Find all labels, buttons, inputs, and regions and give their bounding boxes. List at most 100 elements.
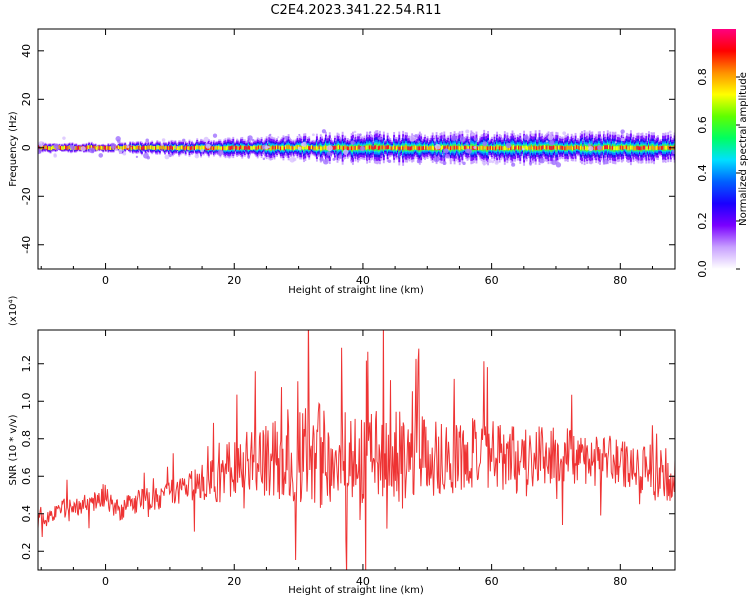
spectrogram-y-axis: -40 -20 0 20 40 bbox=[20, 44, 675, 254]
spectrogram-cell bbox=[103, 145, 106, 150]
spectrogram-cell bbox=[333, 145, 336, 150]
spectrogram-cell bbox=[499, 145, 502, 150]
spectrogram-cell bbox=[620, 145, 623, 150]
spectrogram-cell bbox=[97, 145, 100, 150]
spectrogram-cell bbox=[216, 146, 219, 150]
spectrogram-cell bbox=[650, 145, 653, 150]
spectrogram-cell bbox=[143, 145, 146, 150]
spectrogram-cell bbox=[166, 145, 169, 150]
spectrogram-cell bbox=[636, 145, 639, 150]
spectrogram-cell bbox=[180, 145, 183, 150]
spectrogram-speck bbox=[161, 138, 166, 142]
spectrogram-cell bbox=[422, 146, 425, 150]
spectrogram-cell bbox=[371, 145, 374, 150]
spectrogram bbox=[38, 129, 675, 168]
spectrogram-cell bbox=[539, 145, 542, 150]
spectrogram-cell bbox=[442, 145, 444, 150]
spectrogram-cell bbox=[255, 146, 258, 151]
spectrogram-cell bbox=[565, 146, 568, 150]
spectrogram-cell bbox=[196, 145, 199, 150]
spectrogram-cell bbox=[664, 145, 667, 150]
spectrogram-cell bbox=[452, 145, 455, 150]
spectrogram-cell bbox=[493, 145, 496, 150]
spectrogram-cell bbox=[165, 145, 168, 150]
spectrogram-cell bbox=[563, 146, 565, 150]
spectrogram-cell bbox=[425, 146, 428, 151]
spectrogram-cell bbox=[492, 146, 495, 151]
spectrogram-cell bbox=[99, 145, 102, 150]
spectrogram-speck bbox=[182, 138, 186, 142]
spectrogram-cell bbox=[366, 145, 369, 150]
spectrogram-cell bbox=[647, 145, 650, 150]
spectrogram-cell bbox=[309, 146, 312, 151]
spectrogram-cell bbox=[350, 146, 353, 151]
spectrogram-cell bbox=[184, 146, 187, 151]
spectrogram-cell bbox=[641, 145, 644, 150]
spectrogram-cell bbox=[107, 146, 110, 150]
spectrogram-cell bbox=[349, 145, 352, 150]
spectrogram-cell bbox=[236, 145, 239, 150]
spectrogram-cell bbox=[214, 146, 217, 151]
spectrogram-cell bbox=[52, 145, 55, 150]
spectrogram-cell bbox=[525, 145, 528, 150]
spectrogram-cell bbox=[633, 146, 636, 151]
spectrogram-cell bbox=[245, 145, 248, 150]
spectrogram-cell bbox=[505, 146, 508, 151]
spectrogram-speck bbox=[38, 148, 42, 155]
spectrogram-cell bbox=[40, 146, 43, 151]
y-tick-label: 1.2 bbox=[20, 355, 33, 373]
spectrogram-speck bbox=[522, 147, 525, 151]
spectrogram-cell bbox=[368, 145, 371, 150]
spectrogram-cell bbox=[377, 146, 380, 151]
spectrogram-cell bbox=[569, 145, 572, 150]
spectrogram-cell bbox=[601, 146, 604, 151]
spectrogram-cell bbox=[629, 145, 632, 150]
spectrogram-cell bbox=[58, 145, 61, 150]
spectrogram-cell bbox=[223, 146, 226, 151]
spectrogram-cell bbox=[417, 146, 420, 151]
spectrogram-cell bbox=[101, 145, 103, 150]
spectrogram-cell bbox=[623, 145, 626, 150]
spectrogram-speck bbox=[416, 159, 421, 164]
spectrogram-speck bbox=[135, 155, 139, 158]
spectrogram-cell bbox=[233, 146, 236, 151]
spectrogram-speck bbox=[277, 136, 280, 139]
spectrogram-cell bbox=[246, 146, 249, 151]
spectrogram-cell bbox=[610, 146, 613, 151]
spectrogram-cell bbox=[403, 146, 406, 150]
spectrogram-speck bbox=[175, 146, 178, 149]
spectrogram-frame bbox=[37, 28, 676, 270]
spectrogram-cell bbox=[536, 146, 538, 151]
spectrogram-cell bbox=[104, 146, 107, 151]
spectrogram-cell bbox=[384, 145, 387, 150]
spectrogram-cell bbox=[124, 145, 127, 150]
y-tick-label: 40 bbox=[20, 44, 33, 58]
spectrogram-cell bbox=[420, 146, 423, 151]
spectrogram-speck bbox=[55, 146, 59, 151]
spectrogram-cell bbox=[337, 145, 340, 150]
spectrogram-cell bbox=[570, 145, 573, 150]
spectrogram-cell bbox=[502, 146, 505, 151]
spectrogram-cell bbox=[121, 146, 124, 151]
spectrogram-cell bbox=[521, 145, 524, 150]
x-tick-label: 40 bbox=[356, 575, 370, 588]
spectrogram-speck bbox=[38, 141, 44, 147]
spectrogram-cell bbox=[98, 145, 101, 150]
spectrogram-cell bbox=[631, 145, 634, 150]
spectrogram-cell bbox=[439, 146, 442, 151]
spectrogram-cell bbox=[339, 145, 342, 150]
spectrogram-cell bbox=[119, 146, 121, 151]
spectrogram-cell bbox=[224, 146, 227, 151]
spectrogram-cell bbox=[376, 145, 379, 150]
spectrogram-cell bbox=[429, 145, 432, 150]
spectrogram-cell bbox=[467, 146, 470, 151]
spectrogram-cell bbox=[179, 145, 182, 150]
spectrogram-cell bbox=[528, 145, 531, 150]
spectrogram-cell bbox=[660, 146, 663, 150]
spectrogram-cell bbox=[498, 146, 501, 151]
spectrogram-cell bbox=[234, 145, 237, 150]
spectrogram-cell bbox=[653, 146, 656, 151]
spectrogram-cell bbox=[252, 145, 255, 150]
spectrogram-cell bbox=[152, 146, 155, 150]
spectrogram-speck bbox=[473, 137, 478, 141]
